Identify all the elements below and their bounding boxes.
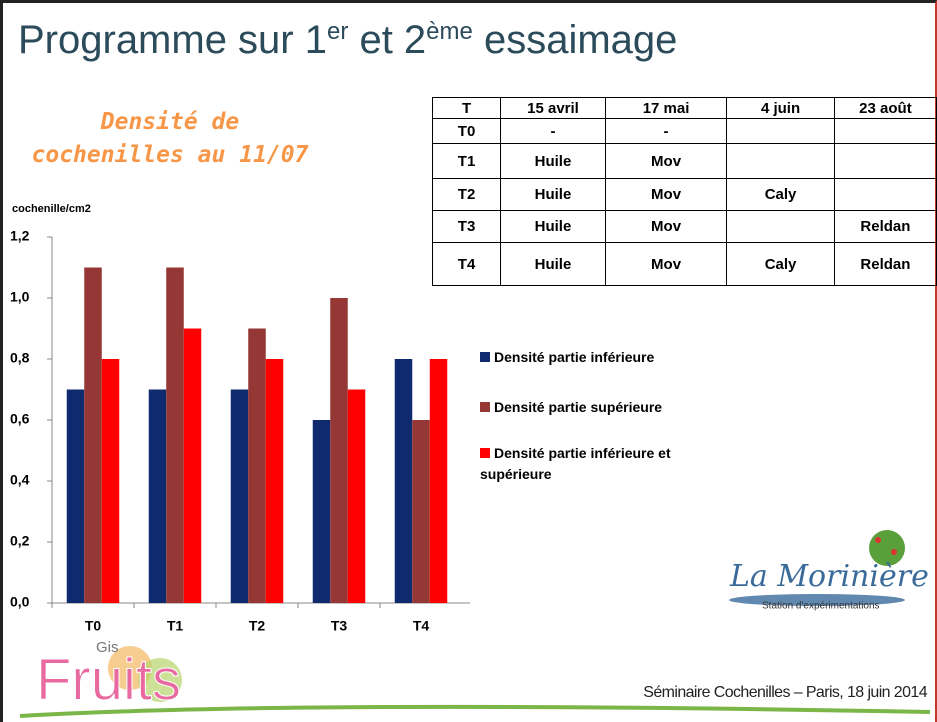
bar [412, 420, 430, 603]
y-tick-label: 0,2 [10, 533, 30, 549]
bar [148, 389, 167, 603]
logo-fruit [138, 658, 182, 702]
y-tick-label: 1,2 [10, 228, 30, 244]
title-part: et 2 [348, 18, 427, 62]
logo-text: Fruits [36, 647, 181, 712]
chart-title-line: Densité de [100, 109, 240, 135]
table-cell: Mov [604, 178, 728, 211]
logo-fruit [875, 537, 881, 543]
x-tick-label: T0 [85, 618, 102, 634]
fruits-logo: Fruits Gis [19, 639, 931, 718]
table-cell: Huile [500, 242, 606, 286]
bar [330, 298, 348, 603]
legend-item: Densité partie inférieure [480, 347, 695, 368]
table-cell: Mov [604, 242, 728, 286]
y-tick-label: 0,4 [10, 472, 30, 488]
bar [347, 389, 366, 603]
table-row: T1 Huile Mov [431, 143, 937, 179]
slide-title: Programme sur 1er et 2ème essaimage [18, 18, 677, 63]
table-cell: Huile [500, 143, 606, 179]
logo-swoosh [729, 594, 905, 606]
table-cell [726, 118, 835, 144]
y-tick-label: 0,6 [10, 411, 30, 427]
y-tick-label: 1,0 [10, 289, 30, 305]
legend-label: Densité partie supérieure [494, 399, 663, 415]
bar [265, 359, 284, 603]
title-sup: er [326, 18, 349, 45]
legend-label: Densité partie inférieure et supérieure [480, 445, 671, 482]
morin-logo: La Morinière Station d'expérimentations [729, 530, 929, 612]
title-sup: ème [426, 18, 473, 45]
title-part: Programme sur 1 [18, 18, 327, 62]
legend-swatch [480, 402, 490, 412]
logo-ground [19, 704, 931, 718]
table-cell: Huile [500, 178, 606, 211]
table-cell: Huile [500, 210, 606, 243]
table-cell: T1 [431, 143, 502, 179]
y-tick-label: 0,8 [10, 350, 30, 366]
table-row: T0- - [431, 118, 937, 144]
bar [312, 420, 331, 603]
header-cell: 4 juin [726, 97, 835, 119]
x-tick-label: T1 [167, 618, 184, 634]
table-cell: Reldan [833, 210, 937, 243]
title-part: essaimage [472, 18, 678, 62]
y-axis-label: cochenille/cm2 [12, 203, 91, 215]
bar [248, 328, 266, 603]
legend-swatch [480, 448, 490, 458]
table-row: T4 Huile Mov Caly Reldan [431, 242, 937, 286]
footer: Séminaire Cochenilles – Paris, 18 juin 2… [643, 684, 927, 701]
bar [84, 267, 102, 603]
bar [429, 359, 448, 603]
y-tick-label: 0,0 [10, 594, 30, 610]
bar [66, 389, 85, 603]
table-cell: Caly [726, 242, 835, 286]
chart-title: Densité de cochenilles au 11/07 [20, 106, 320, 172]
legend-swatch [480, 352, 490, 362]
table-cell: Mov [604, 143, 728, 179]
bar [230, 389, 249, 603]
bar [394, 359, 413, 603]
table-cell: T2 [431, 178, 502, 211]
chart-title-line: cochenilles au 11/07 [31, 142, 309, 168]
logo-subtext: Gis [96, 639, 119, 656]
logo-text: La Morinière [729, 559, 929, 594]
table-cell [833, 178, 937, 211]
legend-item: Densité partie supérieure [480, 397, 695, 418]
table-cell: T0 [431, 118, 502, 144]
bar [101, 359, 120, 603]
x-tick-label: T4 [413, 618, 430, 634]
x-tick-label: T2 [249, 618, 266, 634]
table-cell [726, 143, 835, 179]
table-row: T2 Huile Mov Caly [431, 178, 937, 211]
legend-item: Densité partie inférieure et supérieure [480, 443, 695, 485]
schedule-table: T 15 avril 17 mai 4 juin 23 août T0- - T1 Huile M… [431, 97, 937, 286]
table-cell: T4 [431, 242, 502, 286]
logo-subtext: Station d'expérimentations [762, 601, 880, 612]
bar [166, 267, 184, 603]
x-tick-label: T3 [331, 618, 348, 634]
bar [183, 328, 202, 603]
legend-label: Densité partie inférieure [494, 349, 655, 365]
logo-fruit [891, 549, 897, 555]
table-row: T3 Huile Mov Reldan [431, 210, 937, 243]
table-cell: Reldan [833, 242, 937, 286]
